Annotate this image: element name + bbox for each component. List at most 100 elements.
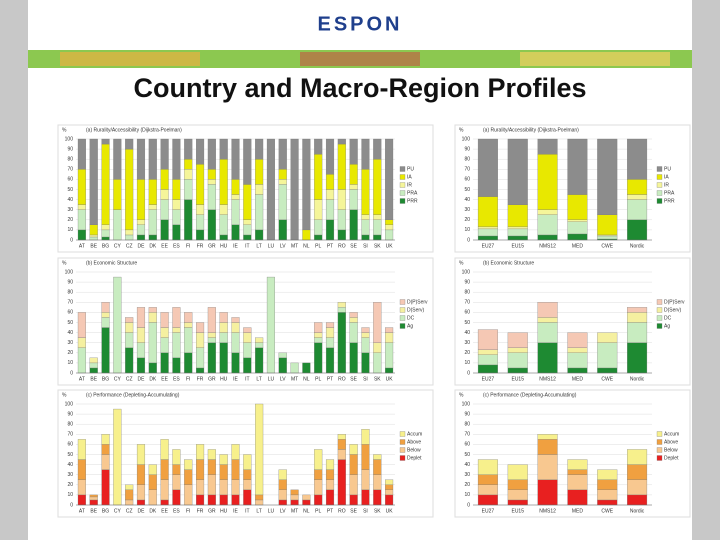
bar-segment <box>278 479 287 491</box>
bar-segment <box>567 352 588 369</box>
y-tick-label: 50 <box>67 187 73 193</box>
x-tick-label: EE <box>161 376 168 382</box>
legend-label: Above <box>407 439 421 445</box>
bar-segment <box>136 138 146 180</box>
logo: ESPON <box>317 13 402 35</box>
bar-segment <box>101 236 110 241</box>
bar-segment <box>349 322 358 343</box>
bar-segment <box>77 209 86 231</box>
bar-segment <box>172 138 181 180</box>
bar-segment <box>243 327 252 333</box>
x-tick-label: NMS12 <box>539 243 556 249</box>
y-tick-label: 90 <box>464 146 470 152</box>
chart-title: (c) Performance (Depleting-Accumulating) <box>86 392 180 398</box>
bar-segment <box>231 444 240 460</box>
legend-label: PRR <box>664 198 675 204</box>
x-tick-label: IE <box>233 376 238 382</box>
bar-segment <box>89 224 98 236</box>
y-tick-label: 30 <box>67 207 73 213</box>
bar-segment <box>537 454 558 480</box>
x-tick-label: RO <box>338 243 346 249</box>
bar-segment <box>148 362 157 374</box>
bar-segment <box>373 459 382 475</box>
bar-segment <box>290 362 299 374</box>
x-tick-label: FI <box>186 243 190 249</box>
x-tick-label: RO <box>338 376 346 382</box>
bar-segment <box>325 489 335 506</box>
bar-segment <box>207 179 216 185</box>
y-tick-label: 0 <box>70 370 73 376</box>
x-tick-label: EU15 <box>511 243 524 249</box>
bar-segment <box>278 357 287 374</box>
bar-segment <box>361 332 370 338</box>
y-tick-label: 20 <box>67 217 73 223</box>
bar-segment <box>101 224 110 231</box>
bar-segment <box>385 224 394 231</box>
bar-segment <box>101 229 110 238</box>
bar-segment <box>537 302 558 318</box>
x-tick-label: IE <box>233 508 238 514</box>
legend-swatch <box>656 174 663 180</box>
legend-swatch <box>399 307 406 313</box>
y-tick-label: 90 <box>464 411 470 417</box>
bar-segment <box>136 327 146 343</box>
y-tick-label: 30 <box>464 207 470 213</box>
y-tick-label: 60 <box>67 177 73 183</box>
y-tick-label: 50 <box>67 452 73 458</box>
bar-segment <box>125 347 134 374</box>
legend-label: IA <box>664 174 669 180</box>
y-tick-label: 70 <box>67 167 73 173</box>
bar-segment <box>125 489 134 501</box>
legend-label: PRA <box>407 190 418 196</box>
x-tick-label: UK <box>386 376 394 382</box>
bar-segment <box>385 484 394 490</box>
bar-segment <box>627 342 648 374</box>
bar-segment <box>160 439 169 460</box>
x-tick-label: MED <box>572 508 584 514</box>
bar-segment <box>196 204 205 215</box>
x-tick-label: BG <box>102 376 109 382</box>
bar-segment <box>255 229 264 241</box>
bar-segment <box>101 302 110 313</box>
bar-segment <box>89 496 98 501</box>
bar-segment <box>477 354 498 366</box>
y-tick-label: 100 <box>65 401 74 407</box>
x-tick-label: MT <box>291 376 298 382</box>
bar-segment <box>219 464 228 480</box>
bar-segment <box>325 199 335 220</box>
x-tick-label: PT <box>327 376 333 382</box>
bar-segment <box>567 459 588 470</box>
bar-segment <box>125 317 134 323</box>
bar-segment <box>160 479 169 501</box>
bar-segment <box>349 444 358 455</box>
bar-segment <box>597 499 618 506</box>
bar-segment <box>361 429 370 445</box>
bar-segment <box>101 469 110 506</box>
bar-segment <box>77 169 86 205</box>
y-tick-label: 20 <box>464 217 470 223</box>
x-tick-label: LT <box>256 376 261 382</box>
bar-segment <box>477 459 498 475</box>
x-tick-label: PL <box>315 376 321 382</box>
bar-segment <box>278 184 287 220</box>
y-tick-label: 70 <box>464 300 470 306</box>
bar-segment <box>597 332 618 343</box>
bar-segment <box>302 138 311 231</box>
x-tick-label: EE <box>161 508 168 514</box>
bar-segment <box>255 337 264 343</box>
bar-segment <box>266 138 275 241</box>
bar-segment <box>627 479 648 496</box>
bar-segment <box>337 189 346 210</box>
x-tick-label: BE <box>90 508 97 514</box>
y-axis-label: % <box>62 127 67 133</box>
bar-segment <box>255 184 264 195</box>
bar-segment <box>507 138 528 205</box>
bar-segment <box>314 138 323 155</box>
bar-segment <box>172 199 181 210</box>
bar-segment <box>337 302 346 308</box>
bar-segment <box>196 332 205 348</box>
chart-title: (a) Rurality/Accessibility (Dijkstra-Poe… <box>86 127 182 133</box>
x-tick-label: NMS12 <box>539 508 556 514</box>
x-tick-label: PT <box>327 243 333 249</box>
